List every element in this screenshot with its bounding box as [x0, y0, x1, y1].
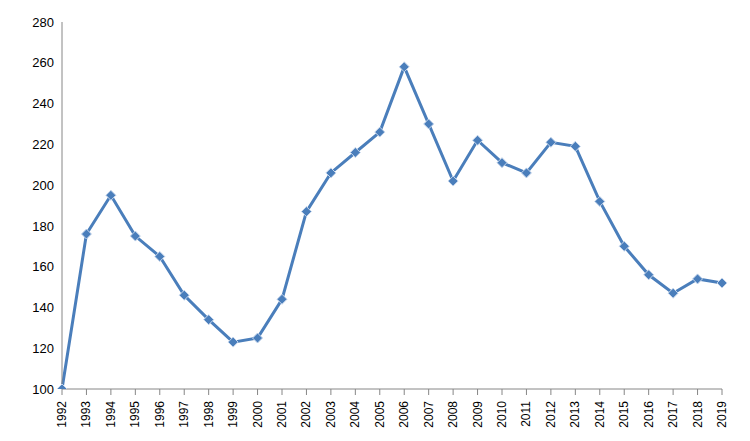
svg-text:2016: 2016	[642, 401, 656, 428]
svg-text:1997: 1997	[177, 401, 191, 428]
svg-text:100: 100	[32, 382, 54, 397]
svg-text:2018: 2018	[691, 401, 705, 428]
svg-text:1993: 1993	[79, 401, 93, 428]
svg-text:2017: 2017	[666, 401, 680, 428]
svg-text:2010: 2010	[495, 401, 509, 428]
svg-text:2013: 2013	[568, 401, 582, 428]
svg-text:2002: 2002	[299, 401, 313, 428]
svg-text:2000: 2000	[251, 401, 265, 428]
svg-text:160: 160	[32, 259, 54, 274]
svg-text:120: 120	[32, 341, 54, 356]
svg-text:2004: 2004	[348, 401, 362, 428]
svg-text:2007: 2007	[422, 401, 436, 428]
svg-text:2005: 2005	[373, 401, 387, 428]
svg-text:220: 220	[32, 137, 54, 152]
svg-text:2012: 2012	[544, 401, 558, 428]
svg-text:1996: 1996	[153, 401, 167, 428]
svg-text:2011: 2011	[519, 401, 533, 427]
svg-text:140: 140	[32, 300, 54, 315]
svg-text:280: 280	[32, 15, 54, 30]
svg-text:2014: 2014	[593, 401, 607, 428]
svg-text:260: 260	[32, 55, 54, 70]
svg-text:2006: 2006	[397, 401, 411, 428]
svg-text:1992: 1992	[55, 401, 69, 428]
svg-text:1995: 1995	[128, 401, 142, 428]
svg-text:2009: 2009	[471, 401, 485, 428]
svg-text:1999: 1999	[226, 401, 240, 428]
svg-text:180: 180	[32, 219, 54, 234]
svg-text:240: 240	[32, 96, 54, 111]
svg-text:1998: 1998	[202, 401, 216, 428]
svg-text:2008: 2008	[446, 401, 460, 428]
svg-text:2015: 2015	[617, 401, 631, 428]
svg-text:2001: 2001	[275, 401, 289, 428]
svg-text:2003: 2003	[324, 401, 338, 428]
svg-text:2019: 2019	[715, 401, 729, 428]
svg-text:1994: 1994	[104, 401, 118, 428]
svg-text:200: 200	[32, 178, 54, 193]
